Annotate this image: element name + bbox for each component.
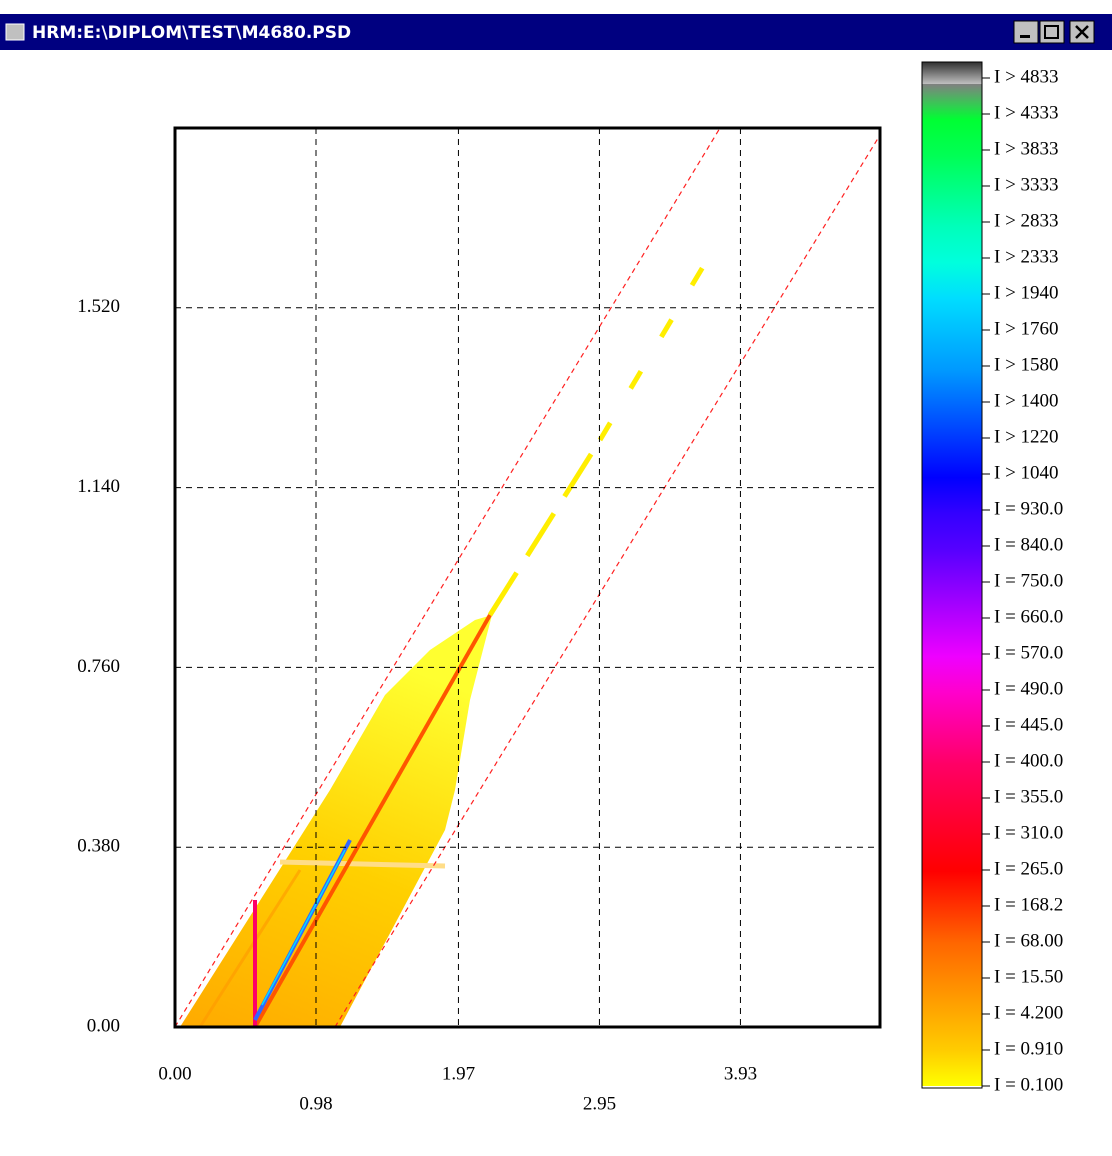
colorbar-label: I > 1220 <box>994 426 1059 447</box>
colorbar-label: I = 490.0 <box>994 678 1063 699</box>
plot-area <box>174 127 881 1028</box>
colorbar-label: I = 4.200 <box>994 1002 1063 1023</box>
x-tick-label: 3.93 <box>724 1063 757 1084</box>
colorbar-label: I > 1040 <box>994 462 1059 483</box>
colorbar-label: I = 660.0 <box>994 606 1063 627</box>
y-tick-label: 1.520 <box>77 296 120 317</box>
density-ridge <box>261 849 346 1006</box>
colorbar-label: I = 930.0 <box>994 498 1063 519</box>
colorbar-label: I = 570.0 <box>994 642 1063 663</box>
colorbar-label: I = 400.0 <box>994 750 1063 771</box>
colorbar-label: I > 4333 <box>994 102 1059 123</box>
colorbar-frame <box>921 61 983 1089</box>
colorbar-label: I > 3333 <box>994 174 1059 195</box>
x-tick-label: 0.00 <box>158 1063 191 1084</box>
colorbar-label: I = 445.0 <box>994 714 1063 735</box>
colorbar-label: I = 0.100 <box>994 1074 1063 1095</box>
x-tick-label: 0.98 <box>299 1093 332 1114</box>
boundary-line <box>334 134 881 1028</box>
y-tick-label: 1.140 <box>77 476 120 497</box>
colorbar-label: I = 265.0 <box>994 858 1063 879</box>
window-buttons <box>1013 20 1095 44</box>
colorbar-label: I > 1940 <box>994 282 1059 303</box>
colorbar-label: I > 1580 <box>994 354 1059 375</box>
density-ridge <box>487 438 603 617</box>
colorbar-label: I > 1760 <box>994 318 1059 339</box>
maximize-glyph <box>1044 25 1059 39</box>
colorbar-label: I > 2833 <box>994 210 1059 231</box>
colorbar-label: I > 1400 <box>994 390 1059 411</box>
title-bar <box>0 14 1112 50</box>
colorbar-label: I = 355.0 <box>994 786 1063 807</box>
colorbar-label: I = 15.50 <box>994 966 1063 987</box>
colorbar-label: I > 4833 <box>994 66 1059 87</box>
minimize-button[interactable] <box>1013 20 1039 44</box>
y-tick-label: 0.380 <box>77 836 120 857</box>
x-tick-label: 1.97 <box>442 1063 475 1084</box>
colorbar-label: I = 750.0 <box>994 570 1063 591</box>
close-glyph <box>1075 25 1089 39</box>
colorbar-label: I > 3833 <box>994 138 1059 159</box>
colorbar-label: I = 168.2 <box>994 894 1063 915</box>
colorbar-label: I > 2333 <box>994 246 1059 267</box>
y-tick-label: 0.00 <box>87 1015 120 1036</box>
window-title: HRM:E:\DIPLOM\TEST\M4680.PSD <box>32 23 351 43</box>
colorbar-label: I = 310.0 <box>994 822 1063 843</box>
colorbar: I > 4833 I > 4333 I > 3833 I > 3333 I > 2833… <box>921 61 1063 1095</box>
density-image <box>180 615 492 1027</box>
colorbar-label: I = 0.910 <box>994 1038 1063 1059</box>
colorbar-fill <box>922 84 982 1086</box>
density-streak <box>198 869 302 1028</box>
plot-frame <box>173 126 882 1029</box>
window-icon[interactable] <box>5 23 25 41</box>
colorbar-top <box>922 62 982 84</box>
boundary-line <box>174 127 721 1028</box>
maximize-button[interactable] <box>1039 20 1065 44</box>
density-streak <box>279 859 446 869</box>
density-ridge <box>253 614 492 1028</box>
y-tick-label: 0.760 <box>77 656 120 677</box>
minimize-glyph <box>1020 35 1030 38</box>
colorbar-label: I = 840.0 <box>994 534 1063 555</box>
colorbar-label: I = 68.00 <box>994 930 1063 951</box>
x-tick-label: 2.95 <box>583 1093 616 1114</box>
